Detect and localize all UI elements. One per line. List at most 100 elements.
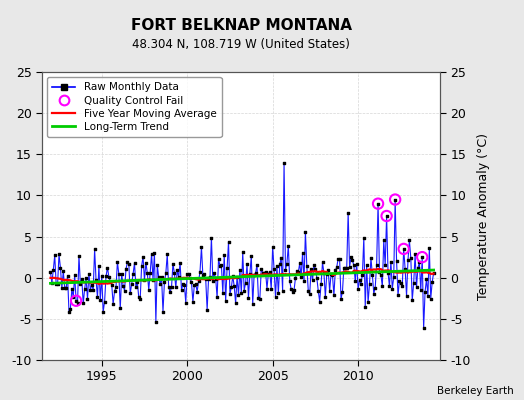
Point <box>300 278 308 284</box>
Point <box>296 260 304 266</box>
Point <box>331 267 340 274</box>
Point <box>202 276 210 283</box>
Point <box>150 250 159 256</box>
Point <box>274 290 282 296</box>
Point <box>301 229 310 235</box>
Point <box>122 266 130 272</box>
Point <box>187 279 195 286</box>
Point <box>207 234 215 241</box>
Point <box>313 275 321 281</box>
Point <box>157 274 166 280</box>
Point <box>82 275 90 281</box>
Point <box>73 300 82 306</box>
Point <box>200 271 209 277</box>
Point <box>166 289 174 295</box>
Point <box>294 269 302 276</box>
Point <box>405 237 413 244</box>
Point <box>81 286 89 292</box>
Point <box>286 278 294 284</box>
Point <box>136 296 145 302</box>
Point <box>101 298 109 305</box>
Legend: Raw Monthly Data, Quality Control Fail, Five Year Moving Average, Long-Term Tren: Raw Monthly Data, Quality Control Fail, … <box>47 77 222 137</box>
Point <box>341 264 350 271</box>
Point <box>125 261 133 267</box>
Point <box>176 260 184 266</box>
Point <box>147 250 156 257</box>
Point <box>428 279 436 286</box>
Point <box>333 264 341 270</box>
Point <box>421 289 429 295</box>
Point <box>237 290 246 296</box>
Point <box>351 278 359 284</box>
Point <box>160 279 169 286</box>
Point <box>367 255 375 261</box>
Point <box>141 259 150 266</box>
Point <box>323 270 331 277</box>
Point <box>374 200 382 207</box>
Point <box>244 295 253 301</box>
Point <box>133 279 141 286</box>
Point <box>375 269 384 275</box>
Point <box>233 274 241 280</box>
Point <box>261 268 270 275</box>
Point <box>398 283 407 289</box>
Point <box>250 271 258 278</box>
Point <box>315 298 324 305</box>
Point <box>320 270 328 276</box>
Text: 48.304 N, 108.719 W (United States): 48.304 N, 108.719 W (United States) <box>132 38 350 51</box>
Point <box>163 251 171 258</box>
Point <box>119 282 127 289</box>
Point <box>378 283 387 290</box>
Point <box>348 257 357 264</box>
Point <box>222 298 230 304</box>
Point <box>291 275 300 282</box>
Point <box>350 262 358 268</box>
Point <box>209 278 217 284</box>
Point <box>107 281 116 288</box>
Point <box>278 288 287 294</box>
Point <box>283 260 291 267</box>
Point <box>298 250 307 256</box>
Point <box>182 300 190 306</box>
Point <box>59 268 68 274</box>
Point <box>329 272 337 279</box>
Point <box>260 270 268 276</box>
Point <box>68 286 76 293</box>
Point <box>88 282 96 288</box>
Point <box>85 270 93 277</box>
Point <box>102 273 110 280</box>
Point <box>307 266 315 272</box>
Text: Berkeley Earth: Berkeley Earth <box>437 386 514 396</box>
Point <box>97 273 106 280</box>
Point <box>83 296 92 302</box>
Point <box>271 294 280 300</box>
Y-axis label: Temperature Anomaly (°C): Temperature Anomaly (°C) <box>476 132 489 300</box>
Point <box>363 262 371 268</box>
Point <box>321 294 330 300</box>
Point <box>412 284 421 290</box>
Point <box>127 281 136 288</box>
Point <box>425 245 433 251</box>
Point <box>72 298 80 304</box>
Point <box>126 290 135 296</box>
Point <box>374 200 382 207</box>
Point <box>161 270 170 276</box>
Point <box>424 292 432 299</box>
Point <box>347 254 355 261</box>
Point <box>63 273 72 280</box>
Point <box>418 254 427 260</box>
Point <box>60 285 69 291</box>
Point <box>153 262 161 269</box>
Point <box>383 213 391 219</box>
Point <box>132 284 140 290</box>
Point <box>109 301 117 307</box>
Point <box>204 276 213 282</box>
Point <box>411 251 419 258</box>
Point <box>172 284 180 290</box>
Point <box>115 271 123 277</box>
Point <box>293 268 301 274</box>
Point <box>247 253 256 259</box>
Point <box>358 272 367 278</box>
Point <box>151 319 160 325</box>
Point <box>385 283 394 290</box>
